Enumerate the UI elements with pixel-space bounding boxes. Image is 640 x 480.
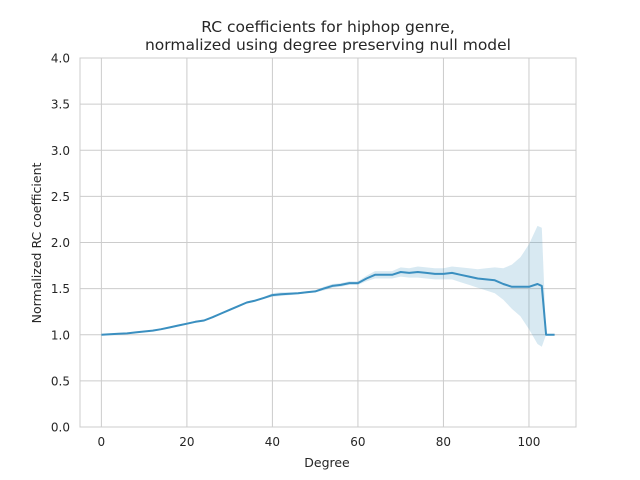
y-gridlines — [80, 57, 576, 428]
y-tick-labels: 0.0 0.5 1.0 1.5 2.0 2.5 3.0 3.5 4.0 — [51, 52, 70, 435]
series-line — [101, 271, 555, 336]
y-tick-label: 3.5 — [51, 98, 70, 112]
y-tick-label: 2.0 — [51, 236, 70, 250]
y-tick-label: 2.5 — [51, 190, 70, 204]
x-tick-label: 80 — [436, 435, 451, 449]
x-tick-labels: 0 20 40 60 80 100 — [98, 435, 541, 449]
y-tick-label: 1.0 — [51, 328, 70, 342]
x-axis-label: Degree — [304, 455, 350, 470]
plot-area-frame — [79, 57, 577, 428]
x-tick-label: 40 — [265, 435, 280, 449]
y-axis-label: Normalized RC coefficient — [29, 163, 44, 324]
chart-title-line-2: normalized using degree preserving null … — [145, 36, 511, 54]
y-tick-label: 3.0 — [51, 144, 70, 158]
x-tick-label: 60 — [350, 435, 365, 449]
y-tick-label: 1.5 — [51, 282, 70, 296]
x-tick-label: 100 — [518, 435, 541, 449]
y-tick-label: 0.0 — [51, 421, 70, 435]
y-tick-label: 0.5 — [51, 374, 70, 388]
y-tick-label: 4.0 — [51, 52, 70, 66]
x-tick-label: 20 — [179, 435, 194, 449]
chart-title-line-1: RC coefficients for hiphop genre, — [201, 18, 455, 36]
x-tick-label: 0 — [98, 435, 106, 449]
